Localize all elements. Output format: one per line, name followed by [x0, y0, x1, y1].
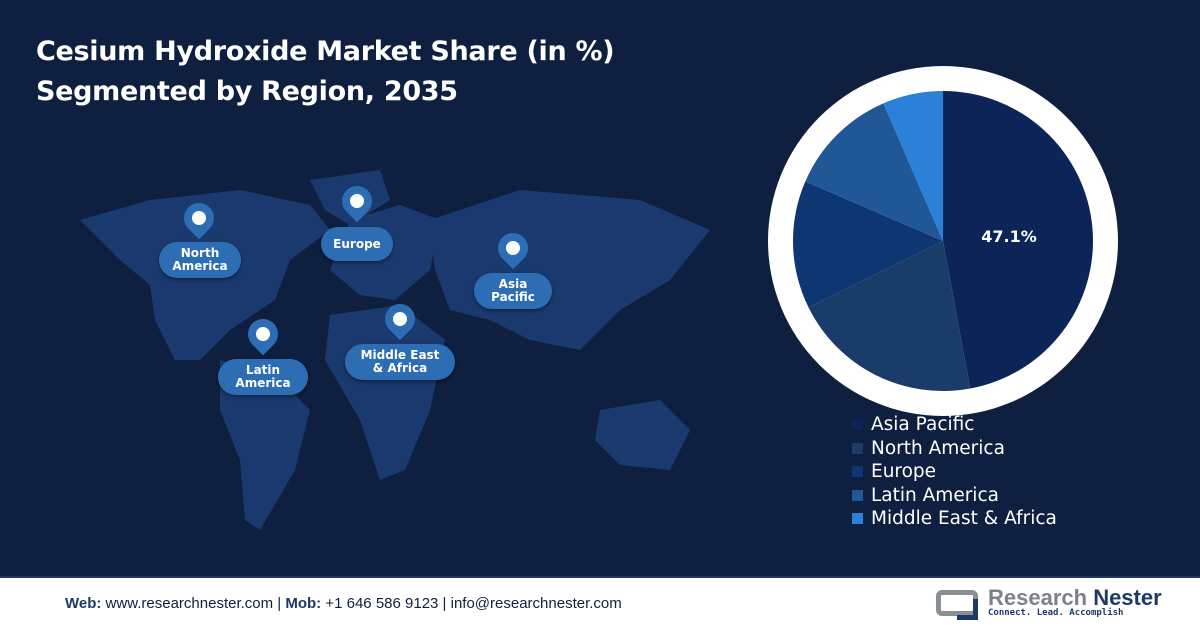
research-nester-logo: Research Nester Connect. Lead. Accomplis…	[936, 585, 1162, 620]
legend-label: Europe	[871, 461, 937, 483]
contact-info: Web: www.researchnester.com | Mob: +1 64…	[65, 595, 622, 612]
phone-email: +1 646 586 9123 | info@researchnester.co…	[321, 595, 622, 612]
legend-item: Latin America	[852, 484, 1057, 508]
map-label-latin-america: Latin America	[218, 359, 308, 395]
legend-swatch	[852, 442, 863, 454]
legend-item: Asia Pacific	[852, 413, 1057, 437]
map-australia	[595, 400, 690, 470]
pie-slice-asia-pacific	[943, 91, 1094, 389]
map-asia	[430, 190, 710, 350]
logo-mark-icon	[936, 590, 978, 620]
legend-swatch	[852, 419, 863, 431]
legend-swatch	[852, 466, 863, 478]
pie-slice-middle-east-africa	[883, 91, 943, 241]
pie-chart: 47.1%	[768, 66, 1118, 416]
web-label: Web:	[65, 595, 102, 612]
map-label-north-america: North America	[159, 242, 241, 278]
legend-item: Europe	[852, 460, 1057, 484]
data-label-asia-pacific: 47.1%	[981, 227, 1037, 246]
map-south-america	[220, 360, 310, 530]
pie-slice-north-america	[808, 241, 971, 392]
legend-label: North America	[871, 437, 1005, 459]
pie-slice-latin-america	[805, 103, 943, 241]
footer: Web: www.researchnester.com | Mob: +1 64…	[0, 576, 1200, 628]
pie-slice-europe	[792, 181, 943, 308]
legend-label: Middle East & Africa	[871, 508, 1057, 530]
map-label-middle-east-africa: Middle East & Africa	[345, 344, 455, 380]
legend-swatch	[852, 489, 863, 501]
legend-item: Middle East & Africa	[852, 507, 1057, 531]
map-label-europe: Europe	[321, 227, 393, 261]
logo-name-a: Research	[988, 585, 1094, 610]
chart-title-line1: Cesium Hydroxide Market Share (in %)	[36, 36, 615, 67]
map-label-asia-pacific: Asia Pacific	[474, 273, 552, 309]
legend-item: North America	[852, 437, 1057, 461]
legend: Asia Pacific North America Europe Latin Ame…	[852, 413, 1057, 531]
logo-tagline: Connect. Lead. Accomplish	[988, 608, 1124, 618]
legend-label: Asia Pacific	[871, 414, 975, 436]
chart-title-line2: Segmented by Region, 2035	[36, 76, 458, 107]
legend-swatch	[852, 513, 863, 525]
legend-label: Latin America	[871, 484, 999, 506]
web-url[interactable]: www.researchnester.com |	[101, 595, 286, 612]
mob-label: Mob:	[285, 595, 322, 612]
logo-name-b: Nester	[1093, 585, 1162, 610]
